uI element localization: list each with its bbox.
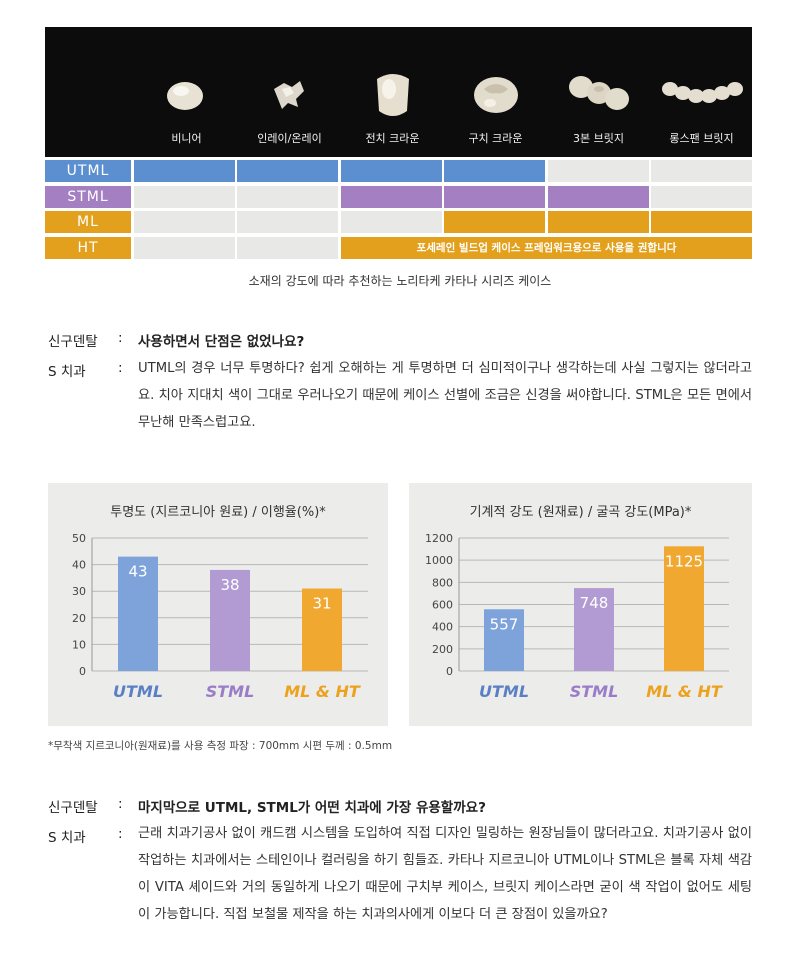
y-tick-label: 0	[79, 665, 86, 678]
recommended-cell	[134, 160, 235, 182]
y-tick-label: 30	[72, 585, 86, 598]
not-recommended-cell	[237, 186, 338, 208]
long-span-bridge-icon	[650, 49, 753, 139]
answer-speaker: S 치과	[48, 830, 86, 846]
bar-value-label: 43	[128, 563, 147, 581]
colon: :	[118, 826, 123, 842]
material-label: ML	[45, 211, 131, 233]
colon: :	[118, 360, 123, 376]
y-tick-label: 1000	[425, 554, 453, 567]
y-tick-label: 50	[72, 532, 86, 545]
y-tick-label: 20	[72, 612, 86, 625]
question-text: 사용하면서 단점은 없었나요?	[138, 334, 305, 350]
material-row-utml: UTML	[45, 160, 752, 182]
three-unit-bridge-icon	[547, 49, 650, 139]
y-tick-label: 0	[446, 665, 453, 678]
bar-ml-ht	[302, 588, 342, 671]
bar-utml	[118, 556, 158, 671]
question-speaker: 신구덴탈	[48, 334, 98, 350]
not-recommended-cell	[341, 211, 442, 233]
material-label: HT	[45, 237, 131, 259]
bar-value-label: 1125	[665, 552, 703, 570]
strength-chart-plot: 0 200 400 600 800 1000 1200 557 UTML 748 STML 1125 M…	[425, 532, 729, 701]
transparency-chart: 투명도 (지르코니아 원료) / 이행율(%)* 0 10 20 30 40 50 43 UT…	[48, 483, 388, 726]
recommended-cell	[548, 211, 649, 233]
answer-speaker: S 치과	[48, 364, 86, 380]
not-recommended-cell	[134, 186, 235, 208]
y-tick-label: 800	[432, 576, 453, 589]
anterior-crown-icon	[341, 49, 444, 139]
colon: :	[118, 796, 123, 812]
y-tick-label: 1200	[425, 532, 453, 545]
material-label: STML	[45, 186, 131, 208]
recommended-cell	[237, 160, 338, 182]
recommended-cell	[341, 160, 442, 182]
recommended-cell	[444, 160, 545, 182]
material-row-ml: ML	[45, 211, 752, 233]
veneer-icon	[135, 49, 238, 139]
restoration-label-long-span-bridge: 롱스팬 브릿지	[669, 132, 734, 145]
not-recommended-cell	[548, 160, 649, 182]
footnote: *무착색 지르코니아(원재료)를 사용 측정 파장 : 700mm 시편 두께 …	[48, 740, 393, 752]
not-recommended-cell	[651, 160, 752, 182]
material-row-ht: HT 포세레인 빌드업 케이스 프레임워크용으로 사용을 권합니다	[45, 237, 752, 259]
recommended-cell	[444, 211, 545, 233]
not-recommended-cell	[134, 211, 235, 233]
chart-title: 투명도 (지르코니아 원료) / 이행율(%)*	[110, 505, 326, 520]
bar-utml	[484, 609, 524, 671]
bar-value-label: 748	[580, 594, 609, 612]
not-recommended-cell	[651, 186, 752, 208]
restoration-types-panel: 비니어 인레이/온레이 전치 크라운 구치 크라운 3본 브릿지 롱스팬 브릿지	[45, 27, 752, 157]
recommended-cell	[548, 186, 649, 208]
y-tick-label: 200	[432, 643, 453, 656]
bar-stml	[210, 569, 250, 671]
not-recommended-cell	[237, 211, 338, 233]
bar-value-label: 38	[220, 576, 239, 594]
grid-caption: 소재의 강도에 따라 추천하는 노리타케 카타나 시리즈 케이스	[248, 274, 552, 288]
y-tick-label: 400	[432, 621, 453, 634]
category-label: ML & HT	[284, 682, 361, 701]
restoration-label-posterior-crown: 구치 크라운	[468, 132, 523, 145]
bar-stml	[574, 588, 614, 671]
category-label: STML	[570, 682, 619, 701]
strength-chart: 기계적 강도 (원재료) / 굴곡 강도(MPa)* 0 200 400 600 800…	[409, 483, 752, 726]
category-label: UTML	[479, 682, 529, 701]
colon: :	[118, 330, 123, 346]
category-label: STML	[206, 682, 255, 701]
answer-text: 근래 치과기공사 없이 캐드캠 시스템을 도입하여 직접 디자인 밀링하는 원장…	[138, 826, 752, 922]
category-label: UTML	[113, 682, 163, 701]
restoration-label-three-unit-bridge: 3본 브릿지	[573, 132, 624, 145]
bar-value-label: 557	[490, 615, 519, 633]
restoration-label-inlay-onlay: 인레이/온레이	[257, 132, 322, 145]
y-tick-label: 600	[432, 599, 453, 612]
answer-text: UTML의 경우 너무 투명하다? 쉽게 오해하는 게 투명하면 더 심미적이구…	[138, 361, 752, 430]
bar-ml-ht	[664, 546, 704, 671]
ht-note: 포세레인 빌드업 케이스 프레임워크용으로 사용을 권합니다	[416, 242, 677, 254]
material-label: UTML	[45, 160, 131, 182]
y-tick-label: 10	[72, 638, 86, 651]
y-tick-label: 40	[72, 559, 86, 572]
inlay-icon	[238, 49, 341, 139]
posterior-crown-icon	[444, 49, 547, 139]
recommended-cell	[444, 186, 545, 208]
recommended-cell	[651, 211, 752, 233]
restoration-label-anterior-crown: 전치 크라운	[365, 132, 420, 145]
question-speaker: 신구덴탈	[48, 800, 98, 816]
transparency-chart-plot: 0 10 20 30 40 50 43 UTML 38 STML 31 ML & HT	[72, 532, 368, 701]
bar-value-label: 31	[312, 595, 331, 613]
category-label: ML & HT	[646, 682, 723, 701]
chart-title: 기계적 강도 (원재료) / 굴곡 강도(MPa)*	[469, 505, 692, 520]
restoration-label-veneer: 비니어	[171, 132, 202, 145]
not-recommended-cell	[237, 237, 338, 259]
material-row-stml: STML	[45, 186, 752, 208]
question-text: 마지막으로 UTML, STML가 어떤 치과에 가장 유용할까요?	[138, 800, 486, 816]
not-recommended-cell	[134, 237, 235, 259]
recommended-cell	[341, 186, 442, 208]
